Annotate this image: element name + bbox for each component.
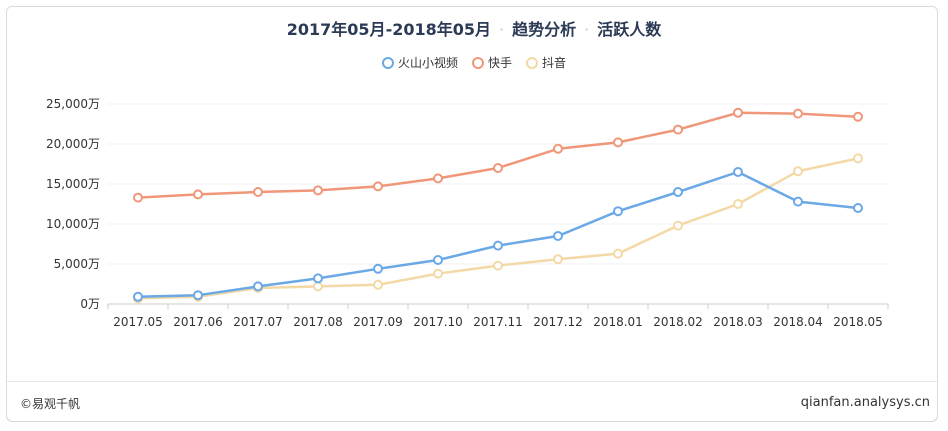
x-tick-label: 2018.05 [833, 315, 883, 329]
footer-divider [7, 381, 937, 382]
data-point [733, 107, 743, 118]
data-point [253, 187, 263, 197]
title-period: 2017年05月-2018年05月 [286, 20, 492, 39]
data-point [373, 279, 383, 290]
data-point [793, 196, 803, 207]
x-tick-label: 2017.10 [413, 315, 463, 329]
data-point [853, 153, 863, 164]
data-point [193, 290, 203, 301]
title-separator-2: · [584, 20, 590, 39]
y-tick-label: 20,000万 [46, 137, 100, 151]
data-point [373, 263, 383, 274]
data-point [313, 273, 323, 284]
x-tick-label: 2017.09 [353, 315, 403, 329]
data-point [433, 173, 443, 184]
legend-item-douyin[interactable]: 抖音 [526, 54, 566, 71]
y-tick-label: 10,000万 [46, 217, 100, 231]
data-point [493, 163, 503, 173]
x-tick-label: 2018.02 [653, 315, 703, 329]
title-section: 趋势分析 [512, 20, 577, 39]
footer-copyright: ©易观千帆 [20, 397, 81, 411]
data-point [613, 248, 623, 259]
data-point [193, 189, 203, 200]
x-tick-label: 2018.04 [773, 315, 823, 329]
legend-label-kuaishou: 快手 [487, 56, 512, 70]
series-line-2 [137, 157, 859, 300]
data-point [673, 187, 683, 197]
y-tick-label: 0万 [80, 297, 100, 311]
legend-item-huoshan[interactable]: 火山小视频 [381, 54, 458, 71]
x-tick-label: 2017.12 [533, 315, 583, 329]
x-tick-label: 2017.08 [293, 315, 343, 329]
data-point [853, 203, 863, 213]
series-line-1 [137, 111, 859, 199]
x-tick-label: 2018.03 [713, 315, 763, 329]
data-point [313, 281, 323, 292]
data-point [133, 192, 143, 203]
y-tick-label: 25,000万 [46, 97, 100, 111]
legend-item-kuaishou[interactable]: 快手 [471, 54, 512, 71]
x-tick-label: 2018.01 [593, 315, 643, 329]
data-point [673, 124, 683, 135]
data-point [733, 199, 743, 209]
legend-swatch-huoshan [381, 56, 394, 69]
y-tick-label: 5,000万 [54, 257, 100, 271]
data-point [433, 268, 443, 279]
data-point [313, 185, 323, 196]
data-point [493, 260, 503, 271]
data-point [553, 143, 563, 154]
series-line-0 [137, 170, 859, 299]
data-point [553, 231, 563, 241]
data-point [613, 206, 623, 217]
chart-legend: 火山小视频 快手 抖音 [0, 54, 948, 71]
data-point [853, 111, 863, 122]
x-tick-label: 2017.06 [173, 315, 223, 329]
title-metric: 活跃人数 [597, 20, 662, 39]
legend-label-huoshan: 火山小视频 [397, 56, 458, 70]
data-point [253, 281, 263, 292]
data-point [553, 254, 563, 265]
x-tick-label: 2017.05 [113, 315, 163, 329]
legend-label-douyin: 抖音 [542, 56, 567, 70]
x-tick-label: 2017.11 [473, 315, 523, 329]
chart-panel [6, 6, 938, 422]
y-tick-label: 15,000万 [46, 177, 100, 191]
data-point [613, 137, 623, 148]
data-point [493, 240, 503, 251]
data-point [433, 255, 443, 265]
data-point [373, 181, 383, 192]
legend-swatch-douyin [526, 56, 538, 69]
x-tick-label: 2017.07 [233, 315, 283, 329]
footer-site: qianfan.analysys.cn [800, 395, 930, 410]
data-point [733, 167, 743, 177]
data-point [793, 166, 803, 177]
data-point [793, 108, 803, 119]
data-point [133, 291, 143, 302]
legend-swatch-kuaishou [471, 56, 484, 69]
data-point [673, 220, 683, 231]
title-separator-1: · [499, 20, 505, 39]
chart-title: 2017年05月-2018年05月 · 趋势分析 · 活跃人数 [0, 16, 948, 40]
